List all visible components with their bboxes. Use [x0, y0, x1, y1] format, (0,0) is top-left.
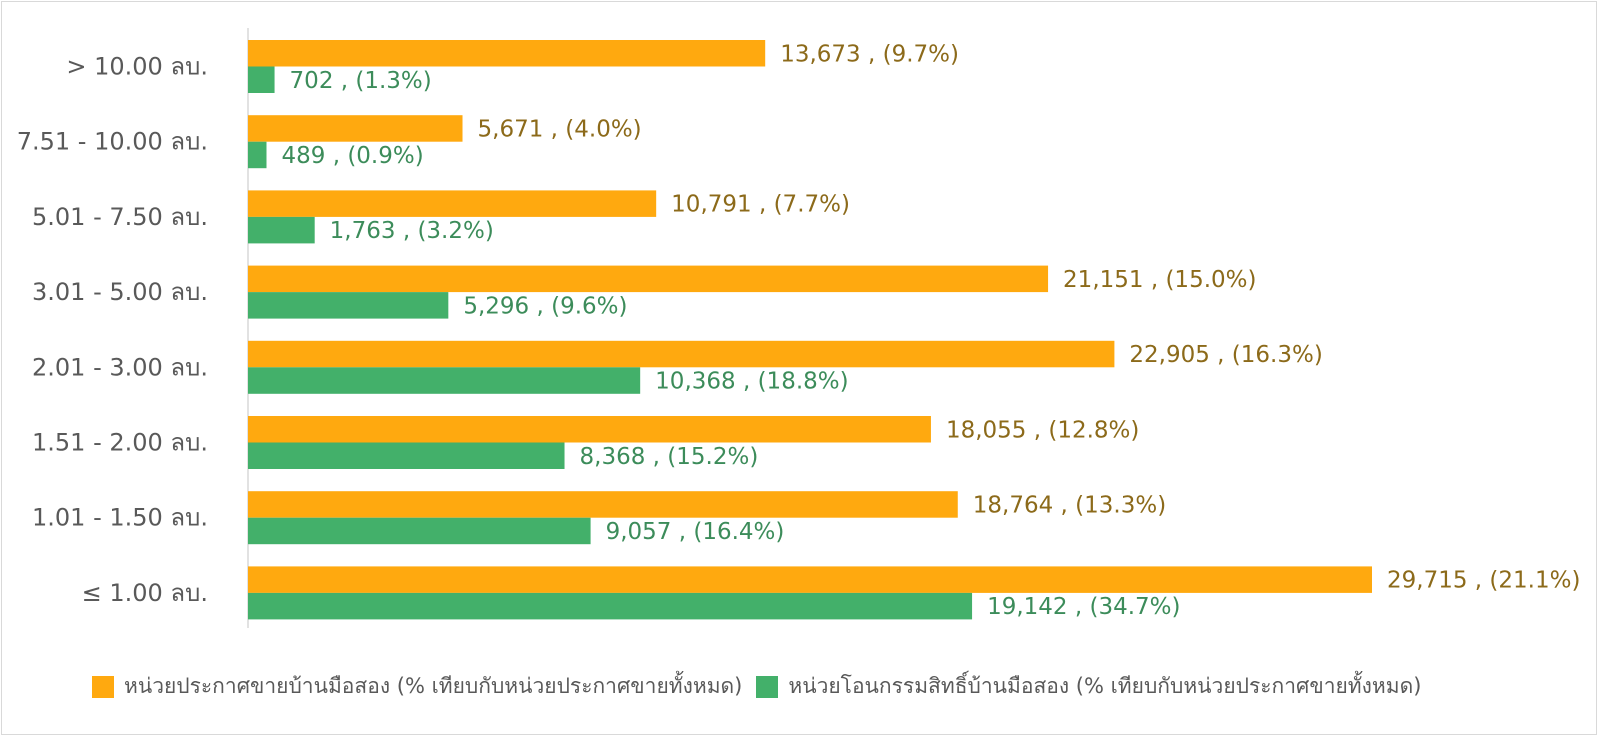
bar-transfers [248, 66, 275, 93]
data-label-transfers: 1,763 , (3.2%) [330, 218, 494, 244]
data-label-transfers: 19,142 , (34.7%) [987, 594, 1180, 620]
data-label-listings: 5,671 , (4.0%) [478, 116, 642, 142]
bar-transfers [248, 367, 641, 394]
category-label: 1.01 - 1.50 ลบ. [32, 504, 208, 532]
bar-transfers [248, 216, 315, 244]
category-label: 2.01 - 3.00 ลบ. [32, 353, 208, 381]
legend: หน่วยประกาศขายบ้านมือสอง (% เทียบกับหน่ว… [92, 670, 1435, 703]
data-label-listings: 18,764 , (13.3%) [973, 492, 1166, 518]
bar-listings [248, 416, 931, 443]
bar-listings [248, 491, 958, 518]
bar-listings [248, 190, 657, 217]
data-label-listings: 22,905 , (16.3%) [1129, 342, 1322, 368]
data-label-transfers: 702 , (1.3%) [290, 68, 432, 94]
data-label-listings: 13,673 , (9.7%) [780, 41, 959, 67]
data-label-transfers: 9,057 , (16.4%) [606, 519, 785, 545]
data-label-transfers: 5,296 , (9.6%) [463, 293, 627, 319]
bar-listings [248, 40, 766, 67]
legend-item-transfers: หน่วยโอนกรรมสิทธิ์บ้านมือสอง (% เทียบกับ… [756, 670, 1421, 703]
bar-transfers [248, 517, 591, 545]
bar-transfers [248, 442, 565, 469]
data-label-listings: 21,151 , (15.0%) [1063, 267, 1256, 293]
labels-layer: 13,673 , (9.7%) 702 , (1.3%) 5,671 , (4.0%… [281, 41, 1580, 620]
category-labels: > 10.00 ลบ. 7.51 - 10.00 ลบ. 5.01 - 7.50 ล… [17, 53, 208, 607]
legend-item-listings: หน่วยประกาศขายบ้านมือสอง (% เทียบกับหน่ว… [92, 670, 742, 703]
bar-listings [248, 340, 1115, 368]
legend-label-transfers: หน่วยโอนกรรมสิทธิ์บ้านมือสอง (% เทียบกับ… [788, 674, 1422, 698]
category-label: > 10.00 ลบ. [66, 53, 208, 81]
legend-swatch-listings [92, 675, 114, 698]
bar-transfers [248, 141, 267, 169]
bars-layer [248, 40, 1372, 620]
category-label: 1.51 - 2.00 ลบ. [32, 429, 208, 457]
bar-listings [248, 566, 1372, 593]
legend-label-listings: หน่วยประกาศขายบ้านมือสอง (% เทียบกับหน่ว… [124, 674, 743, 698]
data-label-transfers: 489 , (0.9%) [281, 143, 423, 169]
bar-transfers [248, 292, 449, 319]
legend-swatch-transfers [756, 675, 779, 698]
category-label: ≤ 1.00 ลบ. [82, 579, 208, 607]
data-label-transfers: 8,368 , (15.2%) [580, 444, 759, 470]
data-label-transfers: 10,368 , (18.8%) [655, 369, 848, 395]
data-label-listings: 10,791 , (7.7%) [671, 192, 850, 218]
category-label: 7.51 - 10.00 ลบ. [17, 128, 208, 156]
bar-listings [248, 265, 1049, 293]
category-label: 3.01 - 5.00 ลบ. [32, 278, 208, 306]
category-label: 5.01 - 7.50 ลบ. [32, 203, 208, 231]
data-label-listings: 18,055 , (12.8%) [946, 417, 1139, 443]
data-label-listings: 29,715 , (21.1%) [1387, 568, 1580, 594]
bar-listings [248, 115, 463, 142]
bar-transfers [248, 592, 973, 620]
